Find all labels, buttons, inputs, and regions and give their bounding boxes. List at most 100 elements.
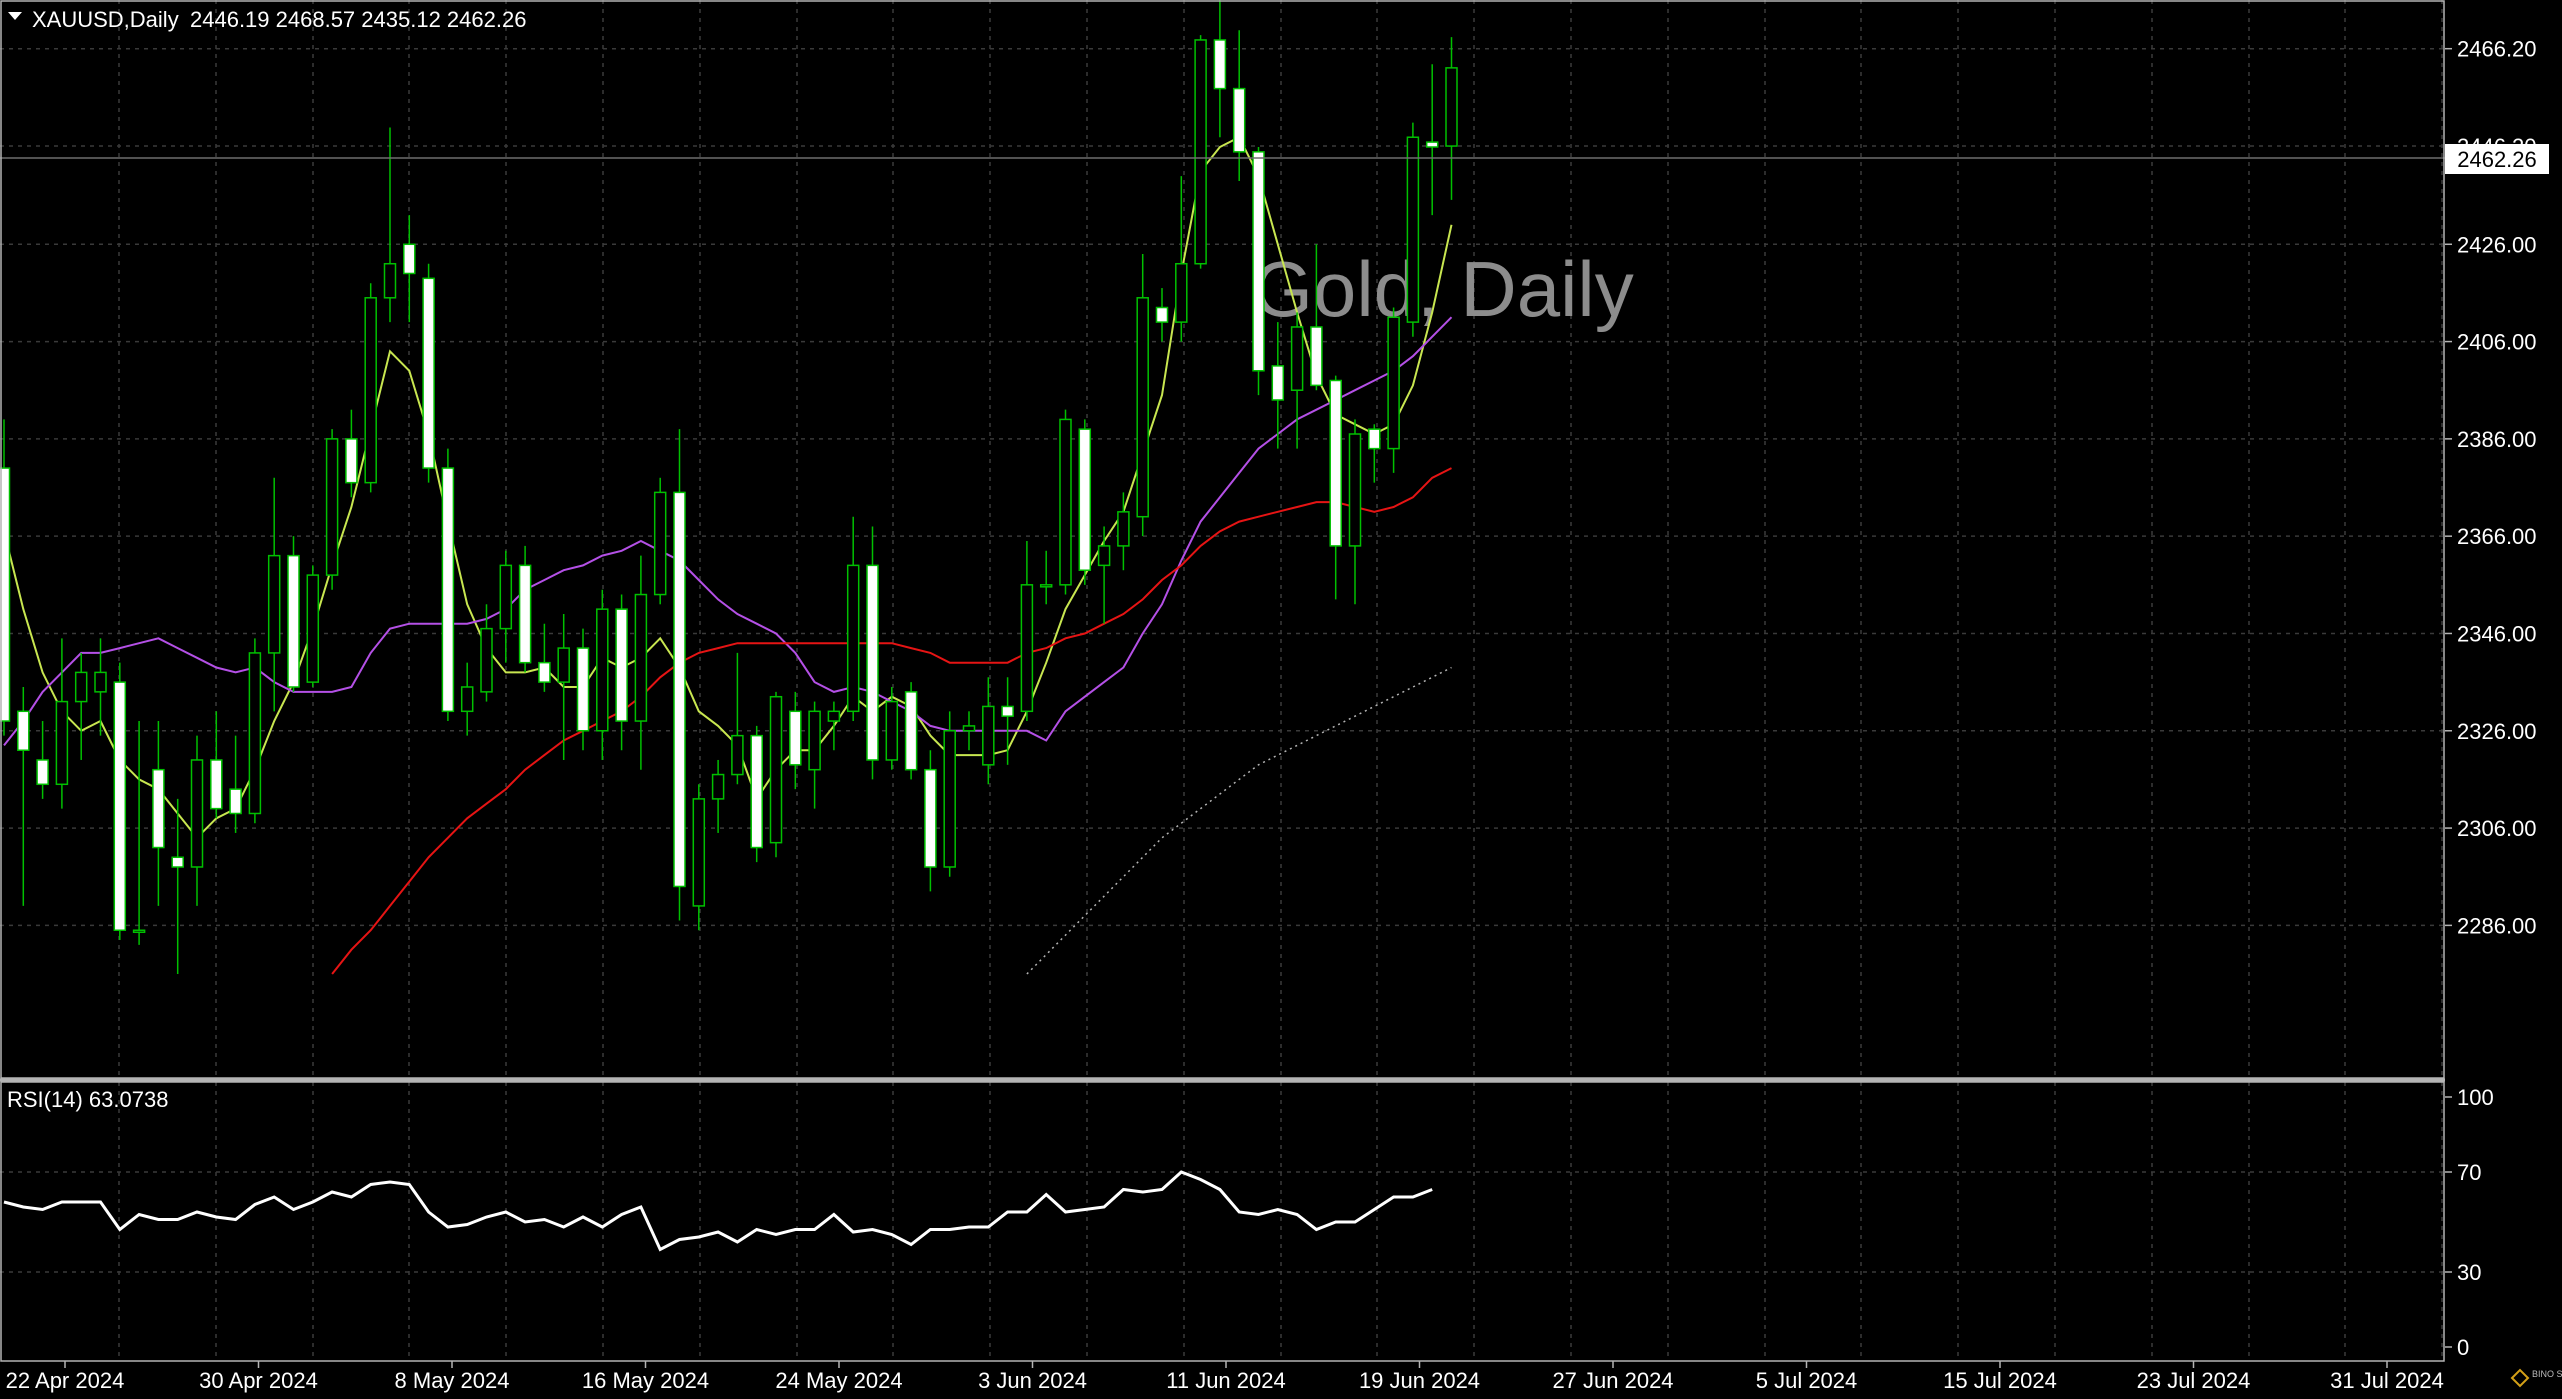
current-price-label: 2462.26	[2457, 147, 2537, 172]
candle	[74, 652, 88, 760]
candle-body	[1020, 584, 1034, 713]
candle	[17, 686, 30, 906]
price-tick-label: 2346.00	[2457, 621, 2537, 646]
time-tick-label: 11 Jun 2024	[1166, 1368, 1285, 1393]
rsi-label: RSI(14) 63.0738	[7, 1087, 168, 1112]
candle	[982, 677, 995, 785]
candle-body	[943, 730, 956, 868]
price-tick-label: 2286.00	[2457, 913, 2537, 938]
rsi-tick-label: 100	[2457, 1085, 2494, 1110]
time-tick-label: 31 Jul 2024	[2330, 1368, 2444, 1393]
candle	[94, 638, 107, 736]
candle-body	[1175, 262, 1188, 323]
candle	[267, 477, 281, 712]
candle	[692, 784, 706, 931]
candle	[383, 127, 397, 323]
candle-body	[1194, 39, 1207, 265]
candle-body	[692, 798, 706, 907]
candle-body	[306, 574, 320, 683]
candle	[1059, 409, 1072, 595]
moving-average-line-3	[331, 467, 1452, 975]
candle	[499, 550, 513, 663]
candle-body	[36, 759, 49, 786]
candle-body	[1445, 67, 1458, 147]
candle-body	[962, 725, 976, 732]
candle	[1155, 288, 1169, 342]
candle	[904, 682, 918, 780]
candle	[557, 614, 570, 760]
candle	[1020, 541, 1034, 722]
candle	[248, 638, 262, 824]
candle	[750, 725, 763, 863]
candle-body	[885, 700, 899, 761]
candle	[1329, 375, 1342, 600]
triangle-down-icon[interactable]	[8, 12, 22, 20]
candle-body	[1368, 428, 1381, 450]
candle-body	[171, 856, 184, 868]
candle	[653, 477, 667, 605]
candle	[306, 565, 320, 687]
moving-average-line-1	[3, 135, 1453, 840]
price-tick-label: 2406.00	[2457, 330, 2537, 355]
main-panel-frame	[0, 0, 2445, 1079]
candle-body	[924, 768, 937, 868]
candle-body	[1078, 428, 1092, 571]
candle-body	[1406, 136, 1420, 323]
time-tick-label: 22 Apr 2024	[6, 1368, 125, 1393]
candle	[1078, 419, 1092, 585]
candle-body	[596, 608, 609, 732]
candle-body	[1039, 584, 1053, 588]
candle-body	[808, 710, 821, 771]
candle	[0, 419, 11, 736]
moving-averages	[3, 135, 1453, 975]
candle-body	[653, 491, 667, 596]
candle-body	[827, 710, 841, 722]
candle-body	[0, 467, 11, 722]
time-tick-label: 24 May 2024	[775, 1368, 902, 1393]
candle-body	[1117, 511, 1130, 547]
candle	[132, 721, 146, 945]
time-tick-label: 19 Jun 2024	[1359, 1368, 1480, 1393]
candle	[1175, 176, 1188, 342]
candle	[538, 623, 551, 692]
candle-body	[210, 759, 223, 810]
candle-body	[267, 554, 281, 654]
price-axis: 2486.202466.202446.202426.002406.002386.…	[2445, 37, 2537, 938]
candle-body	[1155, 306, 1169, 323]
candle	[55, 638, 69, 809]
candle	[1348, 419, 1362, 605]
rsi-panel-frame	[0, 1081, 2445, 1362]
candle-body	[538, 661, 551, 683]
candle	[615, 594, 628, 751]
symbol-label: XAUUSD,Daily	[32, 7, 179, 32]
candle-body	[1290, 326, 1304, 391]
candle	[711, 759, 725, 833]
candle	[1001, 677, 1014, 765]
candle-body	[113, 681, 127, 931]
candle-body	[904, 691, 918, 771]
candle-body	[866, 564, 879, 761]
candle	[846, 516, 860, 722]
candle-body	[1348, 433, 1362, 547]
time-tick-label: 27 Jun 2024	[1552, 1368, 1673, 1393]
candle	[1290, 312, 1304, 449]
rsi-tick-label: 30	[2457, 1260, 2481, 1285]
rsi-tick-label: 0	[2457, 1335, 2469, 1360]
price-tick-label: 2306.00	[2457, 816, 2537, 841]
candle	[518, 545, 532, 673]
time-tick-label: 8 May 2024	[395, 1368, 510, 1393]
candle-body	[789, 710, 802, 766]
candle	[460, 662, 474, 736]
candle-body	[499, 564, 513, 630]
candle-body	[287, 554, 300, 688]
candle-body	[480, 627, 493, 693]
candle-body	[460, 686, 474, 713]
symbol-header[interactable]: XAUUSD,Daily 2446.19 2468.57 2435.12 246…	[8, 7, 526, 32]
candle	[364, 283, 377, 493]
candle	[480, 604, 493, 702]
current-price-tag: 2462.26	[2445, 144, 2549, 174]
time-axis: 22 Apr 2024 30 Apr 2024 8 May 2024 16 May 2…	[6, 1361, 2444, 1393]
candle	[210, 711, 223, 819]
candle	[576, 628, 590, 751]
